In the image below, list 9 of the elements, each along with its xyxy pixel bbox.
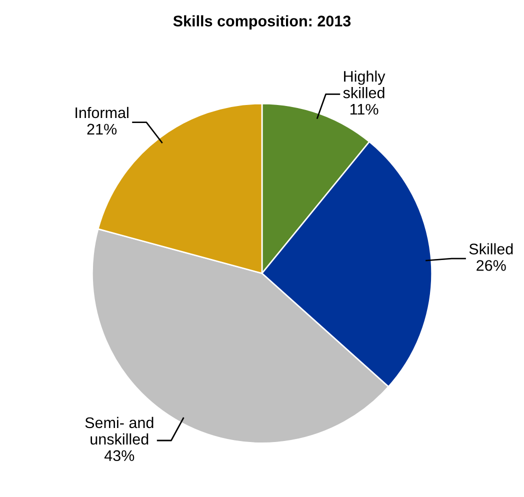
data-label: 43% (104, 450, 134, 462)
slice-label: Skilled (469, 243, 513, 254)
slice-label: Semi- and unskilled (85, 416, 154, 445)
data-label: 26% (476, 260, 506, 271)
chart-title: Skills composition: 2013 (173, 15, 351, 30)
slice-label: Highly skilled (343, 70, 386, 98)
data-label: 21% (87, 124, 117, 135)
data-label: 11% (350, 104, 378, 115)
slice-label: Informal (76, 106, 128, 118)
